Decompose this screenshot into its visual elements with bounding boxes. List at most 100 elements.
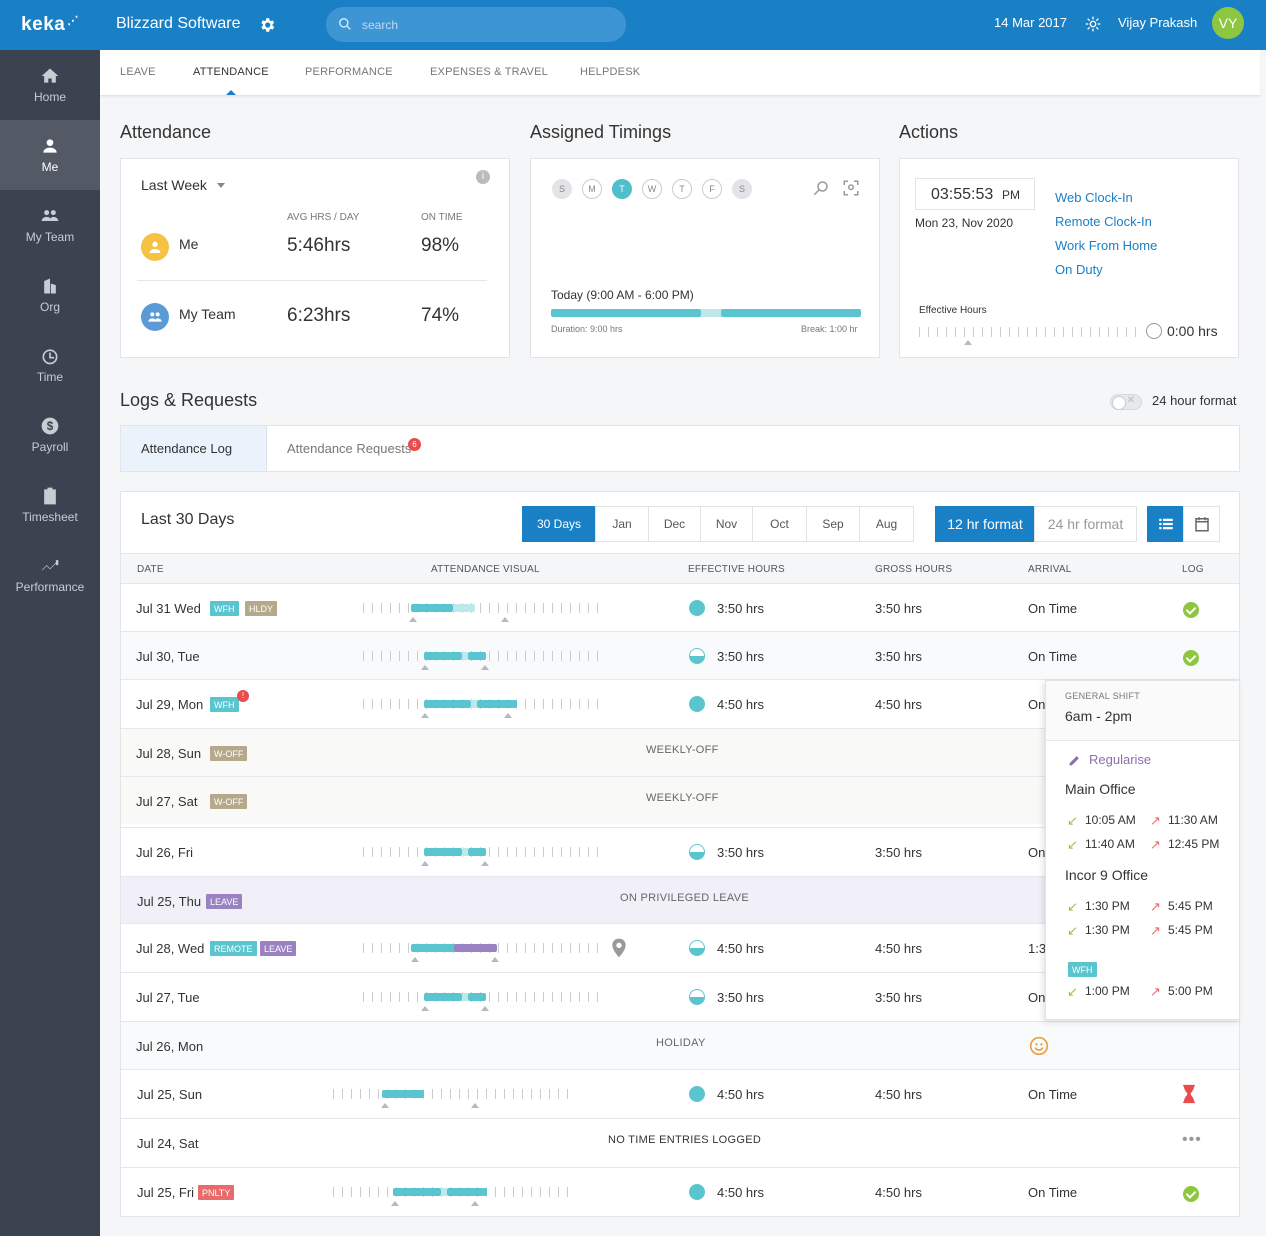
day-wed[interactable]: W [642,179,662,199]
row-arrival: On [1028,845,1046,860]
filter-oct[interactable]: Oct [752,506,807,542]
sun-icon[interactable] [1085,16,1101,32]
hour-format-toggle[interactable]: ✕ [1110,394,1142,410]
filter-30-days[interactable]: 30 Days [522,506,596,542]
table-row[interactable]: Jul 27, Tue 3:50 hrs 3:50 hrs On [121,972,1239,1020]
search-icon [339,18,351,30]
effective-half-icon [689,648,705,664]
effective-full-icon [689,1184,705,1200]
location-search-icon[interactable] [812,179,830,197]
sidebar-item-payroll[interactable]: $ Payroll [0,400,100,470]
row-date: Jul 30, Tue [136,649,200,664]
table-row[interactable]: Jul 25, Fri PNLTY 4:50 hrs 4:50 hrs On T… [121,1167,1239,1215]
tab-attendance[interactable]: ATTENDANCE [193,66,269,95]
period-select[interactable]: Last Week [141,177,207,193]
day-mon[interactable]: M [582,179,602,199]
tab-attendance-log[interactable]: Attendance Log [121,426,267,471]
list-view-button[interactable] [1147,506,1184,542]
user-name[interactable]: Vijay Prakash [1118,15,1198,30]
day-sat[interactable]: S [732,179,752,199]
table-row[interactable]: Jul 28, Wed REMOTE LEAVE 4:50 hrs 4:50 h… [121,923,1239,971]
web-clock-in-link[interactable]: Web Clock-In [1055,190,1133,205]
header-date: 14 Mar 2017 [994,15,1067,30]
filter-aug[interactable]: Aug [859,506,914,542]
clock-ampm: PM [1002,188,1020,202]
table-row[interactable]: Jul 25, Sun 4:50 hrs 4:50 hrs On Time [121,1069,1239,1117]
shift-duration: Duration: 9:00 hrs [551,324,623,334]
sidebar-item-time[interactable]: Time [0,330,100,400]
table-row[interactable]: Jul 26, Fri 3:50 hrs 3:50 hrs On [121,827,1239,875]
header-effective: EFFECTIVE HOURS [688,564,785,575]
clock-out-time: 5:00 PM [1168,984,1213,998]
actions-card: 03:55:53 PM Mon 23, Nov 2020 Web Clock-I… [899,158,1239,358]
format-24hr-button[interactable]: 24 hr format [1034,506,1137,542]
header-gross: GROSS HOURS [875,564,953,575]
table-row[interactable]: Jul 29, Mon WFH ! 4:50 hrs 4:50 hrs On [121,679,1239,728]
wfh-badge: WFH [210,601,239,616]
filter-dec[interactable]: Dec [648,506,701,542]
sidebar-item-my-team[interactable]: My Team [0,190,100,260]
sidebar-item-me[interactable]: Me [0,120,100,190]
avatar[interactable]: VY [1212,7,1244,39]
company-name[interactable]: Blizzard Software [116,15,241,32]
shift-bar-break [701,309,721,317]
clock-time: 03:55:53 [931,186,994,203]
timeline-bar [462,993,468,1001]
effective-hours-marker [964,340,972,345]
format-12hr-button[interactable]: 12 hr format [935,506,1035,542]
table-row[interactable]: Jul 24, Sat NO TIME ENTRIES LOGGED ••• [121,1118,1239,1166]
day-sun[interactable]: S [552,179,572,199]
sidebar-item-home[interactable]: Home [0,50,100,120]
check-icon[interactable] [1183,650,1199,666]
tab-expenses-travel[interactable]: EXPENSES & TRAVEL [430,66,548,78]
filter-sep[interactable]: Sep [806,506,860,542]
tab-attendance-requests[interactable]: Attendance Requests [287,441,412,456]
clock-in-icon: ↙ [1067,837,1078,852]
calendar-view-button[interactable] [1183,506,1220,542]
pencil-icon[interactable] [1068,754,1081,767]
search-input[interactable] [326,7,626,42]
alert-icon[interactable]: ! [237,690,249,702]
location-pin-icon[interactable] [611,938,627,958]
table-row[interactable]: Jul 30, Tue 3:50 hrs 3:50 hrs On Time [121,631,1239,679]
info-icon[interactable]: i [476,170,490,184]
row-date: Jul 29, Mon [136,697,204,712]
check-icon[interactable] [1183,1186,1199,1202]
day-thu[interactable]: T [672,179,692,199]
face-scan-icon[interactable] [842,179,860,197]
filter-jan[interactable]: Jan [595,506,649,542]
sidebar-item-timesheet[interactable]: Timesheet [0,470,100,540]
tab-helpdesk[interactable]: HELPDESK [580,66,641,78]
timeline-marker [481,1006,489,1011]
table-row[interactable]: Jul 31 Wed WFH HLDY 3:50 hrs 3:50 hrs On… [121,583,1239,631]
table-row[interactable]: Jul 26, Mon HOLIDAY [121,1021,1239,1069]
gear-icon[interactable] [258,16,276,34]
more-icon[interactable]: ••• [1182,1131,1202,1148]
office-name: Main Office [1065,781,1136,797]
list-icon [1158,518,1173,530]
logs-title: Logs & Requests [120,390,258,410]
work-from-home-link[interactable]: Work From Home [1055,238,1158,253]
timeline-marker [421,861,429,866]
sidebar-item-org[interactable]: Org [0,260,100,330]
on-duty-link[interactable]: On Duty [1055,262,1103,277]
leave-badge: LEAVE [206,894,243,909]
regularise-link[interactable]: Regularise [1089,752,1152,767]
tab-leave[interactable]: LEAVE [120,66,156,78]
sidebar-item-performance[interactable]: Performance [0,540,100,610]
row-arrival: On [1028,990,1046,1005]
chevron-down-icon[interactable] [217,183,225,188]
tab-performance[interactable]: PERFORMANCE [305,66,393,78]
keka-logo[interactable]: keka ⋰ [0,0,100,50]
hourglass-icon[interactable] [1182,1084,1196,1104]
remote-clock-in-link[interactable]: Remote Clock-In [1055,214,1152,229]
tab-attendance-log-label: Attendance Log [141,441,233,456]
day-fri[interactable]: F [702,179,722,199]
top-bar: Blizzard Software 14 Mar 2017 Vijay Prak… [100,0,1266,50]
check-icon[interactable] [1183,602,1199,618]
day-tue[interactable]: T [612,179,632,199]
filter-nov[interactable]: Nov [700,506,753,542]
timeline-bar [424,700,471,708]
actions-title: Actions [899,122,959,142]
timeline-marker [481,861,489,866]
